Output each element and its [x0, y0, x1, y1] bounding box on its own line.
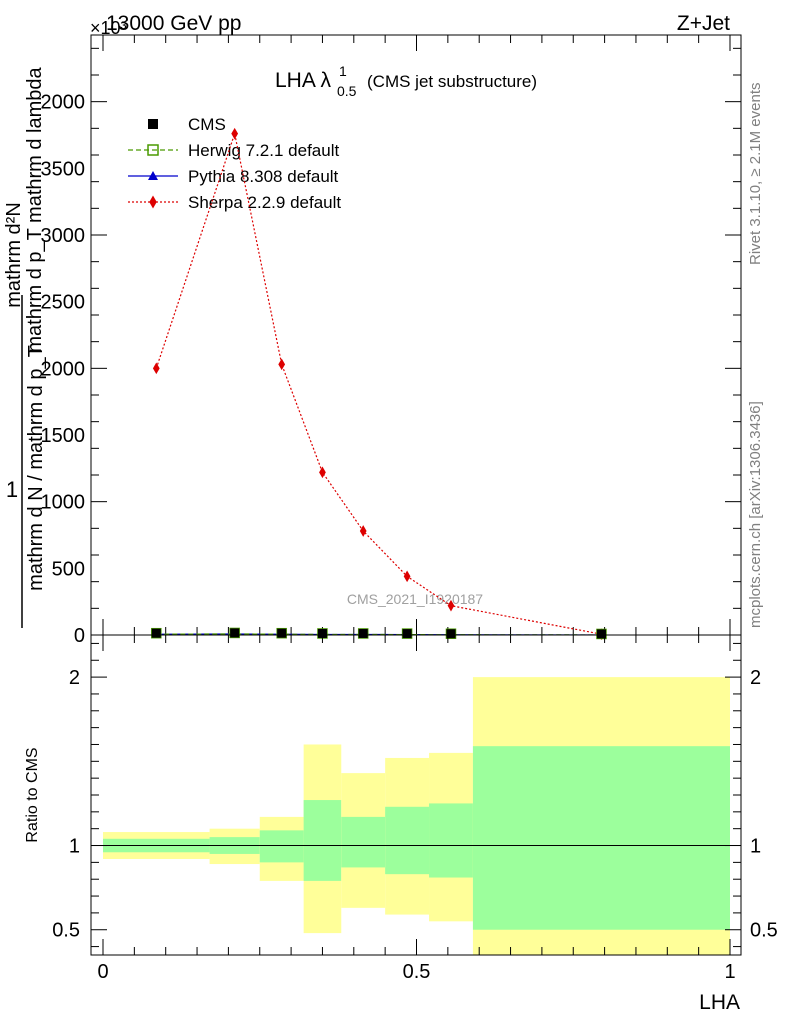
- ratio-stat-band: [472, 746, 730, 930]
- lower-ytick-labels: 0.5 0.5 1 1 2 2: [52, 667, 778, 942]
- lower-ytick-label-right: 2: [750, 667, 761, 689]
- cms-point: [317, 628, 327, 638]
- legend: CMS Herwig 7.2.1 default Pythia 8.308 defa…: [128, 115, 341, 212]
- xtick-label: 0: [97, 961, 108, 983]
- plot-title-suffix: (CMS jet substructure): [367, 72, 537, 91]
- analysis-watermark: CMS_2021_I1920187: [347, 591, 483, 607]
- legend-label: CMS: [188, 115, 226, 134]
- ylabel-denominator: mathrm d N / mathrm d p_T: [25, 345, 47, 591]
- upper-ytick-label: 3000: [41, 225, 86, 247]
- sherpa-point: [403, 570, 411, 583]
- upper-ytick-labels: 0 500 1000 1500 2000 2500 3000 3500 2000: [41, 92, 86, 647]
- lower-axis-ticks: [91, 635, 741, 955]
- sherpa-point: [231, 127, 239, 140]
- pythia-point: [148, 171, 158, 180]
- herwig-point: [147, 144, 159, 156]
- upper-ytick-label: 500: [52, 558, 85, 580]
- plot-title: LHA λ 1 0.5 (CMS jet substructure): [275, 63, 537, 99]
- cms-point: [358, 628, 368, 638]
- xtick-labels: 0 0.5 1: [97, 961, 735, 983]
- lower-ytick-label-right: 0.5: [750, 920, 778, 942]
- upper-ytick-label: 2000: [41, 92, 86, 114]
- energy-label: 13000 GeV pp: [106, 12, 241, 35]
- ratio-stat-band: [303, 800, 342, 881]
- rivet-label: Rivet 3.1.10, ≥ 2.1M events: [747, 83, 764, 266]
- upper-ytick-label: 0: [74, 625, 85, 647]
- xtick-label: 0.5: [403, 961, 431, 983]
- cms-point: [230, 628, 240, 638]
- cms-point: [446, 629, 456, 639]
- ylabel-numerator: mathrm d²N: [3, 202, 25, 308]
- legend-entry: CMS: [148, 115, 226, 134]
- upper-ytick-label: 3500: [41, 158, 86, 180]
- cms-point: [148, 119, 158, 129]
- series-line: [155, 131, 602, 635]
- sherpa-point: [149, 195, 157, 209]
- upper-ytick-label: 2000: [41, 358, 86, 380]
- plot-title-sup: 1: [339, 63, 347, 79]
- sherpa-point: [278, 358, 286, 371]
- sherpa-point: [359, 525, 367, 537]
- legend-entry: Pythia 8.308 default: [128, 167, 339, 186]
- mcplots-label: mcplots.cern.ch [arXiv:1306.3436]: [747, 401, 764, 628]
- cms-point: [596, 629, 606, 639]
- lower-ytick-label-left: 1: [69, 836, 80, 858]
- lower-ytick-label-left: 2: [69, 667, 80, 689]
- upper-ytick-label: 2500: [41, 292, 86, 314]
- process-label: Z+Jet: [677, 12, 730, 35]
- legend-entry: Herwig 7.2.1 default: [128, 141, 339, 160]
- series-pythia: [151, 628, 606, 638]
- upper-axis-ticks: [91, 35, 741, 636]
- legend-label: Pythia 8.308 default: [188, 167, 339, 186]
- legend-label: Sherpa 2.2.9 default: [188, 193, 341, 212]
- legend-entry: Sherpa 2.2.9 default: [128, 193, 341, 212]
- cms-point: [277, 628, 287, 638]
- cms-point: [402, 629, 412, 639]
- ratio-stat-band: [259, 830, 304, 863]
- xlabel: LHA: [699, 991, 740, 1014]
- ratio-ylabel: Ratio to CMS: [24, 747, 41, 842]
- exponent-label: ×10³: [90, 18, 127, 38]
- series-line: [156, 633, 602, 636]
- ylabel-one: 1: [6, 477, 18, 502]
- plot-title-main: LHA λ: [275, 69, 332, 92]
- lower-ytick-label-left: 0.5: [52, 920, 80, 942]
- upper-ytick-label: 1000: [41, 492, 86, 514]
- ylabel-numerator-line2: mathrm d p_T mathrm d lambda: [24, 66, 46, 352]
- ratio-stat-band: [429, 803, 473, 878]
- series-cms: [151, 628, 606, 639]
- legend-label: Herwig 7.2.1 default: [188, 141, 339, 160]
- sherpa-point: [319, 466, 326, 479]
- lower-ytick-label-right: 1: [750, 836, 761, 858]
- xtick-label: 1: [724, 961, 735, 983]
- plot-title-sub: 0.5: [337, 83, 357, 99]
- sherpa-point: [447, 599, 455, 612]
- ratio-bands: [103, 677, 730, 955]
- sherpa-point: [152, 362, 160, 375]
- ratio-stat-band: [341, 816, 386, 868]
- cms-point: [151, 628, 161, 638]
- upper-ytick-label: 1500: [41, 425, 86, 447]
- ratio-stat-band: [385, 806, 430, 875]
